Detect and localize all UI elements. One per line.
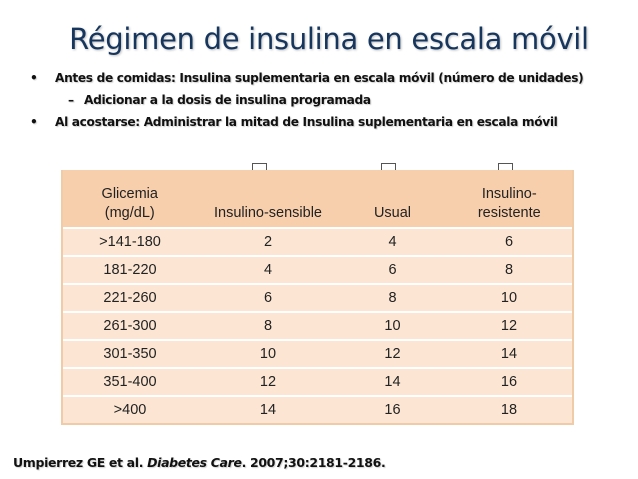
cell-range: 221-260 bbox=[61, 283, 197, 312]
cell-sensitive: 12 bbox=[197, 367, 339, 396]
cell-usual: 8 bbox=[339, 283, 446, 312]
cell-range: 351-400 bbox=[61, 367, 197, 396]
cell-usual: 16 bbox=[339, 395, 446, 425]
cell-usual: 14 bbox=[339, 367, 446, 396]
citation: Umpierrez GE et al. Diabetes Care. 2007;… bbox=[13, 455, 386, 470]
cell-resistant: 14 bbox=[446, 339, 574, 368]
header-resistant: Insulino- resistente bbox=[445, 170, 574, 229]
table-row: 301-350 10 12 14 bbox=[61, 339, 574, 368]
cell-sensitive: 10 bbox=[197, 339, 339, 368]
cell-range: 261-300 bbox=[61, 311, 197, 340]
slide-title: Régimen de insulina en escala móvil bbox=[69, 22, 589, 56]
table-row: 181-220 4 6 8 bbox=[61, 255, 574, 284]
table-row: >400 14 16 18 bbox=[61, 395, 574, 425]
cell-usual: 10 bbox=[339, 311, 446, 340]
header-glucose-line1: Glicemia bbox=[101, 186, 158, 202]
cell-sensitive: 2 bbox=[197, 227, 339, 256]
cell-range: >141-180 bbox=[61, 227, 197, 256]
header-glucose-line2: (mg/dL) bbox=[104, 205, 155, 221]
header-sensitive: Insulino-sensible bbox=[196, 170, 340, 229]
sub-bullet-marker: – bbox=[68, 93, 74, 107]
header-usual: Usual bbox=[338, 170, 447, 229]
cell-sensitive: 14 bbox=[197, 395, 339, 425]
bullet-marker: • bbox=[30, 71, 38, 85]
header-resistant-line2: resistente bbox=[477, 205, 541, 221]
cell-sensitive: 4 bbox=[197, 255, 339, 284]
cell-range: 181-220 bbox=[61, 255, 197, 284]
cell-usual: 4 bbox=[339, 227, 446, 256]
cell-resistant: 16 bbox=[446, 367, 574, 396]
citation-details: . 2007;30:2181-2186. bbox=[241, 455, 386, 470]
bullet-item: • Al acostarse: Administrar la mitad de … bbox=[30, 114, 630, 136]
table-row: 261-300 8 10 12 bbox=[61, 311, 574, 340]
citation-authors: Umpierrez GE et al. bbox=[13, 455, 148, 470]
cell-resistant: 18 bbox=[446, 395, 574, 425]
table-row: >141-180 2 4 6 bbox=[61, 227, 574, 256]
bullet-text: Al acostarse: Administrar la mitad de In… bbox=[55, 115, 558, 129]
table-header-row: Glicemia (mg/dL) Insulino-sensible Usual… bbox=[61, 170, 574, 229]
cell-sensitive: 8 bbox=[197, 311, 339, 340]
bullet-marker: • bbox=[30, 115, 38, 129]
bullet-text: Antes de comidas: Insulina suplementaria… bbox=[55, 71, 584, 85]
cell-resistant: 6 bbox=[446, 227, 574, 256]
sub-bullet-item: – Adicionar a la dosis de insulina progr… bbox=[30, 92, 630, 114]
cell-usual: 6 bbox=[339, 255, 446, 284]
cell-sensitive: 6 bbox=[197, 283, 339, 312]
insulin-scale-table: Glicemia (mg/dL) Insulino-sensible Usual… bbox=[61, 170, 574, 425]
citation-journal: Diabetes Care bbox=[147, 455, 242, 470]
header-resistant-line1: Insulino- bbox=[481, 186, 537, 202]
table-row: 221-260 6 8 10 bbox=[61, 283, 574, 312]
table-row: 351-400 12 14 16 bbox=[61, 367, 574, 396]
cell-resistant: 10 bbox=[446, 283, 574, 312]
cell-resistant: 8 bbox=[446, 255, 574, 284]
cell-usual: 12 bbox=[339, 339, 446, 368]
header-glucose: Glicemia (mg/dL) bbox=[61, 170, 198, 229]
bullet-item: • Antes de comidas: Insulina suplementar… bbox=[30, 70, 630, 92]
sub-bullet-text: Adicionar a la dosis de insulina program… bbox=[84, 93, 371, 107]
cell-resistant: 12 bbox=[446, 311, 574, 340]
cell-range: >400 bbox=[61, 395, 197, 425]
bullet-list: • Antes de comidas: Insulina suplementar… bbox=[30, 70, 630, 136]
cell-range: 301-350 bbox=[61, 339, 197, 368]
